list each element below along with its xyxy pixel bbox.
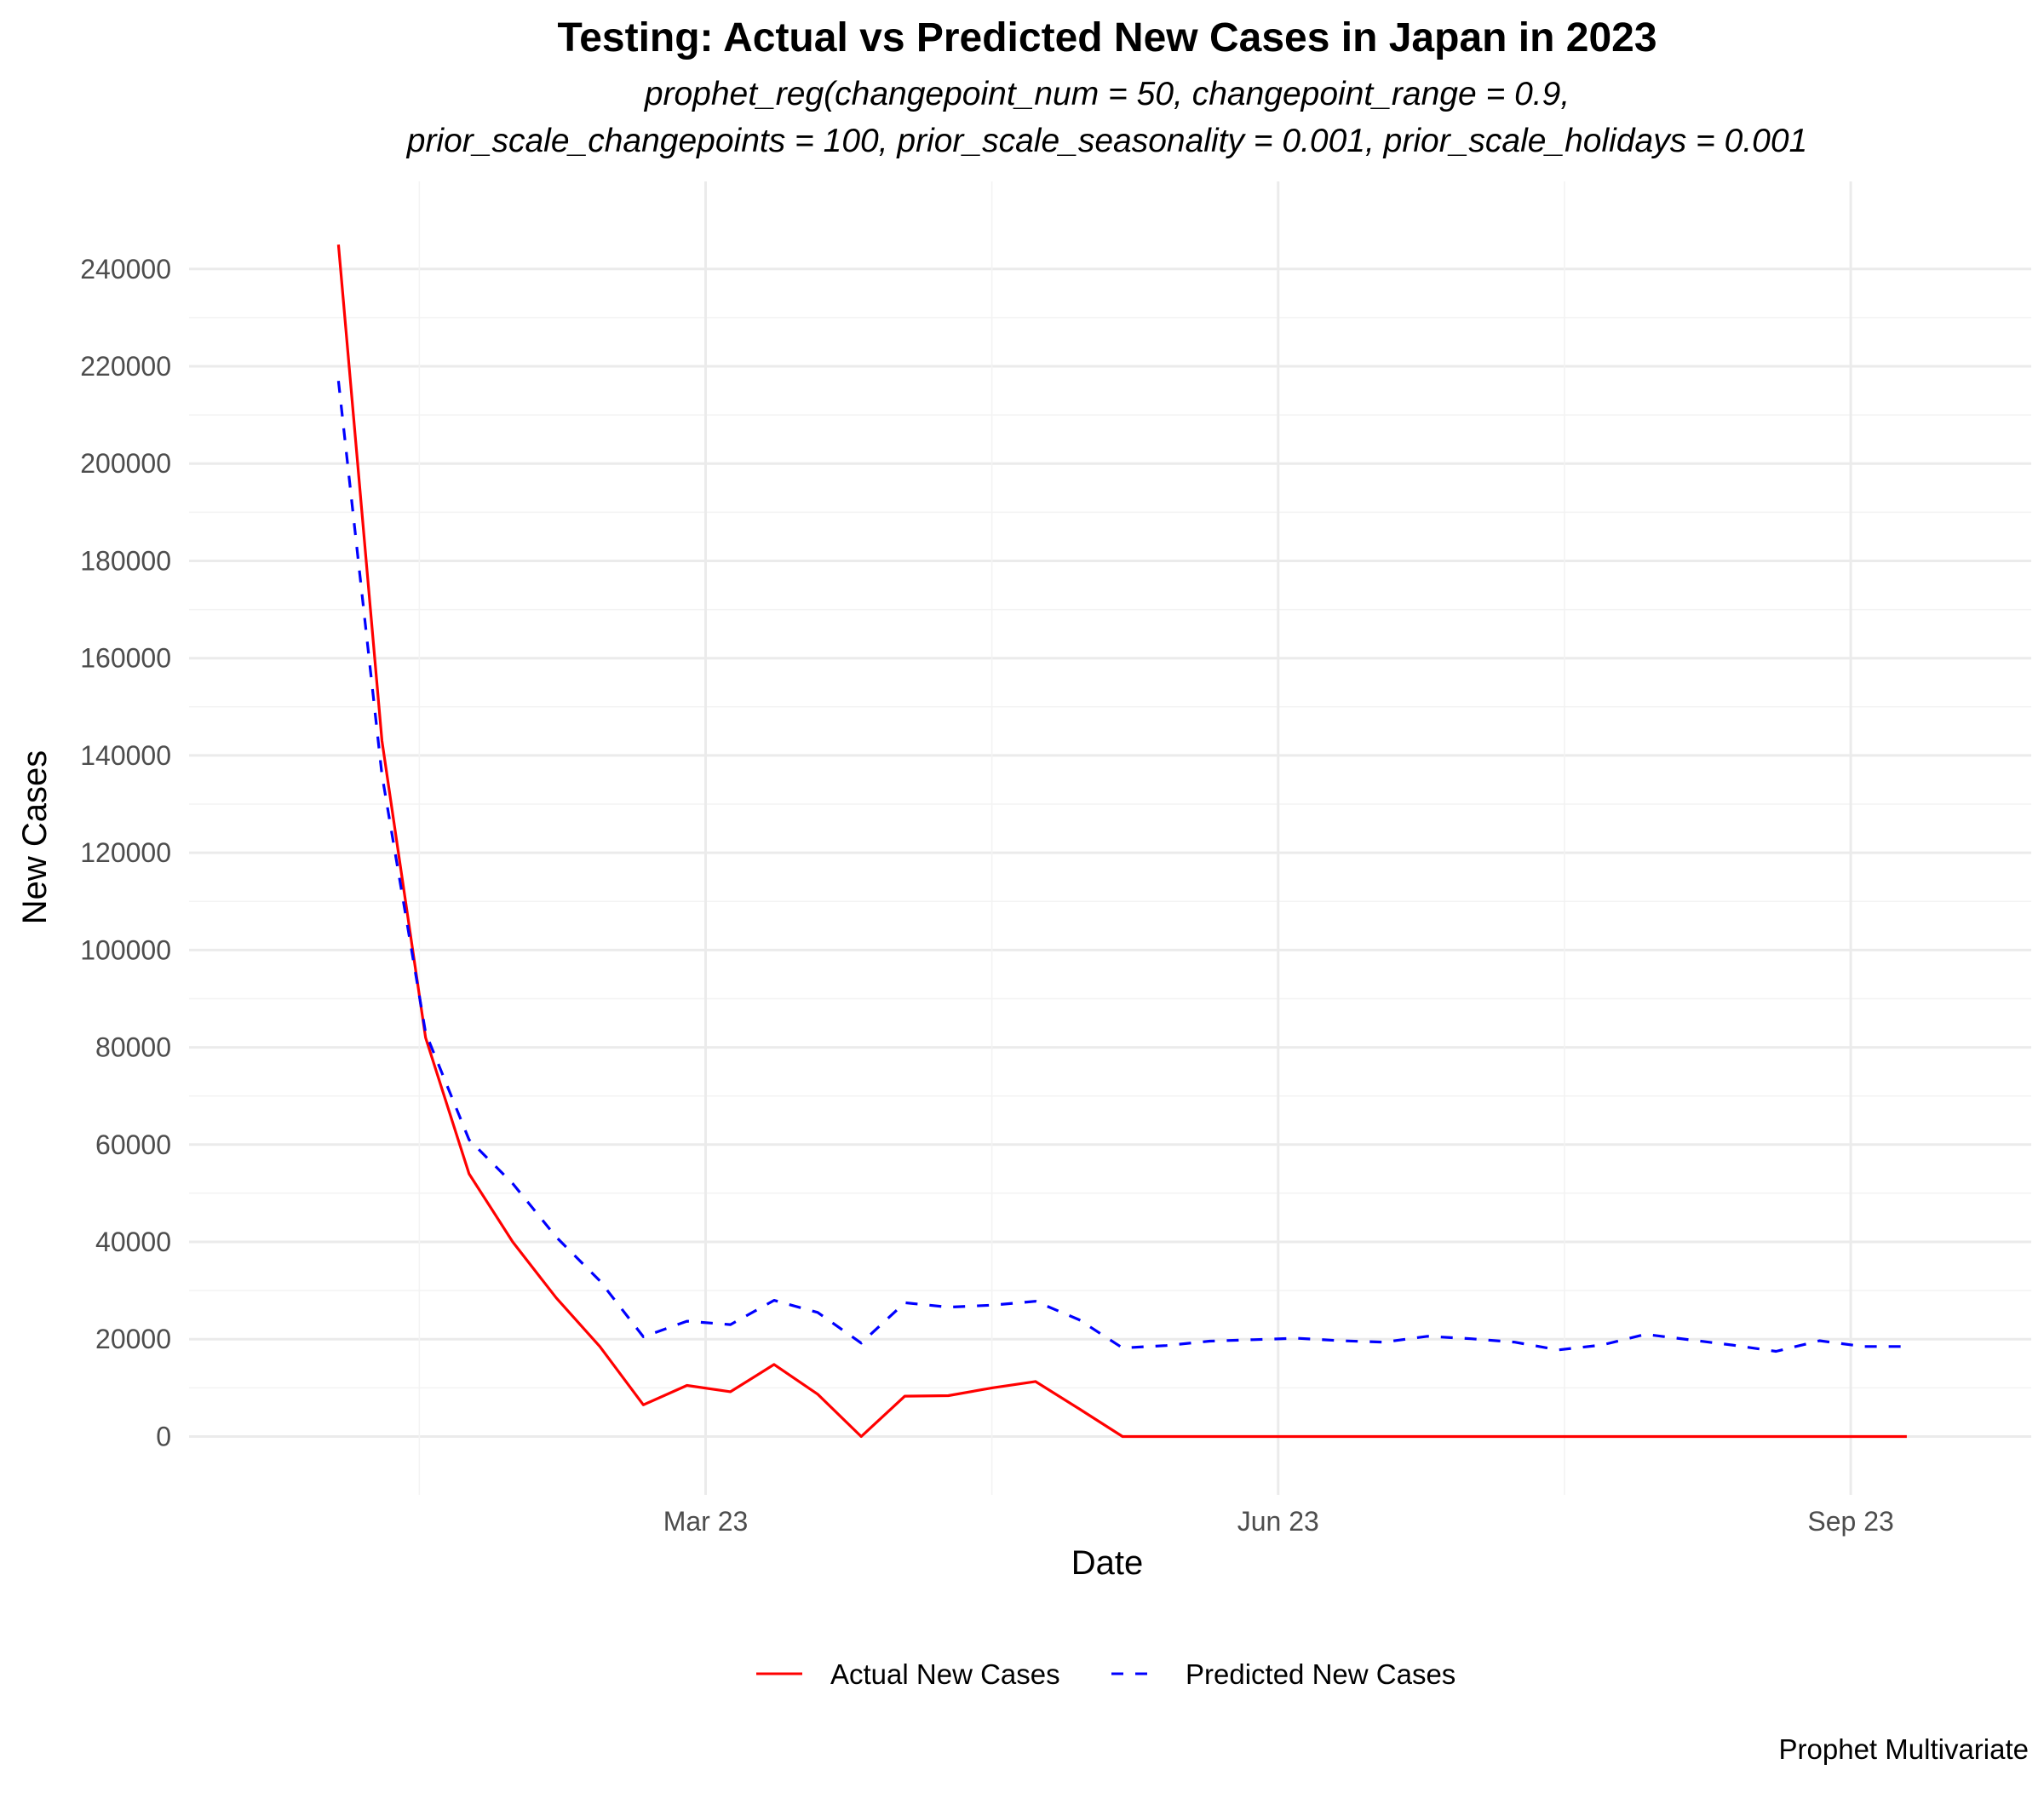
legend-label-actual: Actual New Cases <box>830 1658 1060 1690</box>
series-line-actual <box>336 244 1907 1439</box>
y-tick-label: 100000 <box>80 934 171 965</box>
y-tick-label: 0 <box>156 1421 171 1451</box>
y-tick-label: 60000 <box>95 1129 171 1160</box>
x-tick-label: Jun 23 <box>1237 1506 1319 1537</box>
y-tick-label: 240000 <box>80 254 171 284</box>
x-tick-labels: Mar 23 Jun 23 Sep 23 <box>663 1506 1894 1537</box>
y-tick-label: 40000 <box>95 1227 171 1257</box>
y-tick-label: 200000 <box>80 448 171 479</box>
y-tick-label: 160000 <box>80 643 171 674</box>
x-tick-label: Sep 23 <box>1807 1506 1893 1537</box>
y-axis-title: New Cases <box>16 750 54 925</box>
x-axis-title: Date <box>1071 1544 1144 1582</box>
y-tick-label: 140000 <box>80 740 171 771</box>
x-gridlines <box>418 181 1852 1495</box>
y-tick-labels: 0 20000 40000 60000 80000 100000 120000 140000 1… <box>80 254 171 1452</box>
y-gridlines <box>189 267 2031 1438</box>
x-tick-label: Mar 23 <box>663 1506 749 1537</box>
y-tick-label: 120000 <box>80 837 171 868</box>
series-lines <box>336 244 1907 1439</box>
y-tick-label: 20000 <box>95 1324 171 1354</box>
chart-caption: Prophet Multivariate <box>1779 1733 2029 1765</box>
chart-subtitle-line-1: prophet_reg(changepoint_num = 50, change… <box>644 76 1570 112</box>
legend-label-predicted: Predicted New Cases <box>1186 1658 1455 1690</box>
y-tick-label: 180000 <box>80 545 171 576</box>
y-tick-label: 80000 <box>95 1032 171 1063</box>
legend: Actual New Cases Predicted New Cases <box>756 1658 1455 1690</box>
chart-subtitle-line-2: prior_scale_changepoints = 100, prior_sc… <box>406 123 1808 159</box>
chart-title: Testing: Actual vs Predicted New Cases i… <box>557 15 1656 60</box>
series-line-predicted <box>336 381 1907 1353</box>
y-tick-label: 220000 <box>80 351 171 382</box>
